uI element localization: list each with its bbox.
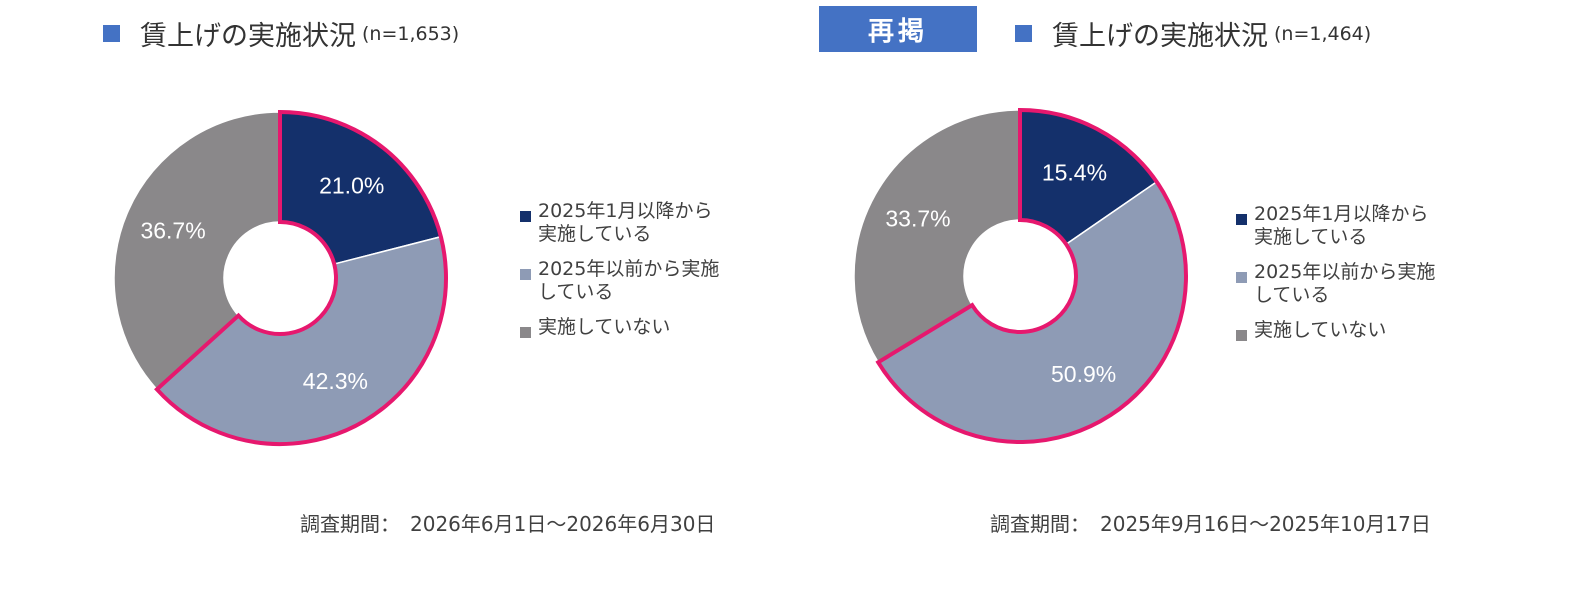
donut-slice — [113, 111, 281, 391]
legend-swatch-icon — [520, 269, 531, 280]
donut-chart: 15.4% 50.9% 33.7% — [853, 107, 1188, 444]
legend-label: 2025年以前から実施 — [538, 258, 720, 280]
survey-period: 調査期間： 2025年9月16日～2025年10月17日 — [990, 508, 1431, 537]
survey-period-label: 調査期間： — [300, 512, 400, 536]
sample-size-label: (n=1,464) — [1274, 22, 1372, 45]
chart-title-row: 賃上げの実施状況 (n=1,464) — [1015, 14, 1371, 53]
data-label: 21.0% — [319, 173, 384, 199]
legend-swatch-icon — [520, 211, 531, 222]
legend-item: 実施していない — [1236, 319, 1484, 342]
chart-title: 賃上げの実施状況 — [140, 21, 356, 52]
survey-period-value: 2026年6月1日～2026年6月30日 — [410, 512, 716, 536]
survey-period-value: 2025年9月16日～2025年10月17日 — [1100, 512, 1431, 536]
legend-label: 実施している — [538, 223, 652, 245]
survey-period-label: 調査期間： — [990, 512, 1090, 536]
legend-swatch-icon — [1236, 214, 1247, 225]
title-square-icon — [1015, 25, 1032, 42]
title-square-icon — [103, 25, 120, 42]
legend-label: 2025年以前から実施 — [1254, 261, 1436, 283]
legend-item: 2025年以前から実施 している — [520, 258, 768, 304]
data-label: 50.9% — [1051, 361, 1116, 387]
legend-swatch-icon — [1236, 272, 1247, 283]
legend-label: 2025年1月以降から — [1254, 203, 1429, 225]
sample-size-label: (n=1,653) — [362, 22, 460, 45]
legend-label: している — [1254, 284, 1330, 306]
legend-item: 2025年1月以降から 実施している — [1236, 203, 1484, 249]
chart-legend: 2025年1月以降から 実施している 2025年以前から実施 している 実施して… — [520, 200, 768, 351]
legend-label: 実施していない — [1254, 319, 1387, 341]
legend-label: 2025年1月以降から — [538, 200, 713, 222]
legend-item: 2025年以前から実施 している — [1236, 261, 1484, 307]
donut-slice — [853, 109, 1021, 364]
legend-swatch-icon — [520, 327, 531, 338]
data-label: 33.7% — [885, 206, 950, 232]
chart-panel-current: 賃上げの実施状況 (n=1,653) 21.0% 42.3% 36.7% 2025年… — [0, 0, 790, 589]
legend-swatch-icon — [1236, 330, 1247, 341]
chart-legend: 2025年1月以降から 実施している 2025年以前から実施 している 実施して… — [1236, 203, 1484, 354]
chart-panel-previous: 再掲 賃上げの実施状況 (n=1,464) 15.4% 50.9% 33.7% 20… — [790, 0, 1587, 589]
legend-label: 実施している — [1254, 226, 1368, 248]
legend-item: 実施していない — [520, 316, 768, 339]
legend-label: している — [538, 281, 614, 303]
donut-chart: 21.0% 42.3% 36.7% — [113, 109, 448, 446]
data-label: 42.3% — [303, 368, 368, 394]
legend-item: 2025年1月以降から 実施している — [520, 200, 768, 246]
highlight-outline — [154, 109, 448, 446]
data-label: 36.7% — [140, 218, 205, 244]
chart-title-row: 賃上げの実施状況 (n=1,653) — [103, 14, 459, 53]
legend-label: 実施していない — [538, 316, 671, 338]
chart-title: 賃上げの実施状況 — [1052, 21, 1268, 52]
survey-period: 調査期間： 2026年6月1日～2026年6月30日 — [300, 508, 715, 537]
repost-badge: 再掲 — [819, 6, 977, 52]
data-label: 15.4% — [1042, 159, 1107, 185]
highlight-outline — [875, 107, 1188, 444]
